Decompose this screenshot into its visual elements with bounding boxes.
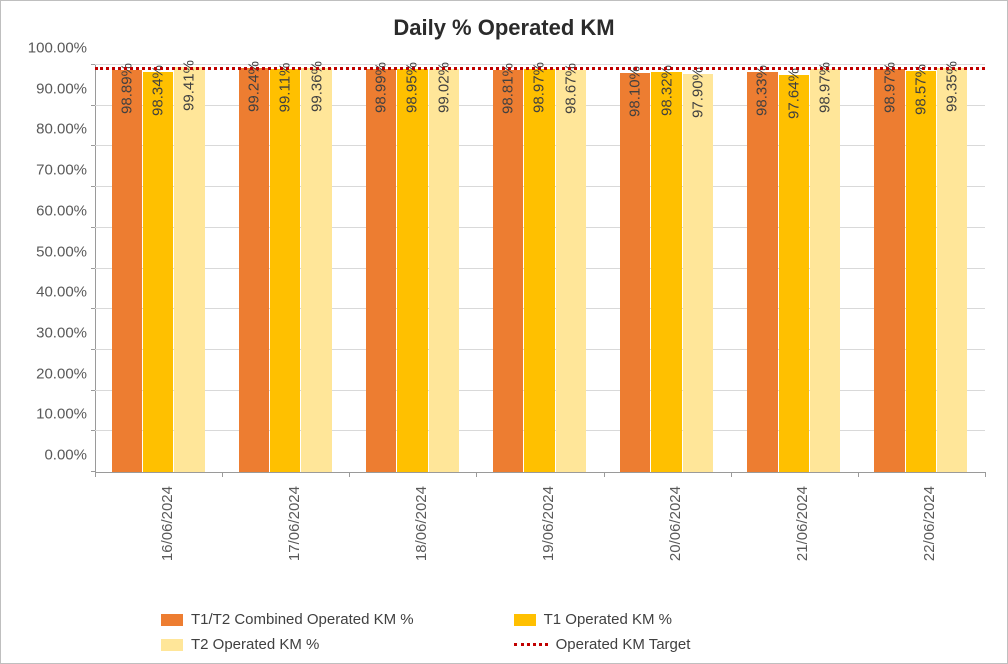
bar-value-label: 98.34% xyxy=(150,65,167,116)
category-group: 98.10%98.32%97.90% xyxy=(604,65,731,472)
category-group: 98.89%98.34%99.41% xyxy=(95,65,222,472)
bar-value-label: 98.67% xyxy=(562,63,579,114)
x-tick-mark xyxy=(476,472,477,477)
x-tick-label: 19/06/2024 xyxy=(540,486,557,561)
bar-value-label: 98.32% xyxy=(658,65,675,116)
legend-label: T1/T2 Combined Operated KM % xyxy=(191,611,414,628)
bar-value-label: 98.57% xyxy=(912,64,929,115)
bar-t1t2: 98.33% xyxy=(747,72,777,472)
y-tick-label: 10.00% xyxy=(0,406,95,423)
bar-t2: 99.35% xyxy=(937,68,967,472)
x-tick-label: 20/06/2024 xyxy=(667,486,684,561)
bar-t2: 99.36% xyxy=(301,68,331,472)
bar-t1: 98.95% xyxy=(397,69,427,472)
y-tick-label: 30.00% xyxy=(0,324,95,341)
bar-t2: 98.97% xyxy=(810,69,840,472)
bar-value-label: 98.33% xyxy=(754,65,771,116)
x-tick-label: 18/06/2024 xyxy=(413,486,430,561)
legend-line-swatch xyxy=(514,643,548,646)
legend-swatch xyxy=(161,614,183,626)
bar-t1: 98.57% xyxy=(906,71,936,472)
bar-t1t2: 98.89% xyxy=(112,70,142,472)
legend-item-t1t2: T1/T2 Combined Operated KM % xyxy=(161,611,414,628)
x-tick-label: 16/06/2024 xyxy=(159,486,176,561)
plot-inner: 0.00%10.00%20.00%30.00%40.00%50.00%60.00… xyxy=(95,65,985,473)
bar-value-label: 98.10% xyxy=(627,66,644,117)
category-group: 98.33%97.64%98.97% xyxy=(731,65,858,472)
bar-t1: 99.11% xyxy=(270,69,300,472)
legend-label: Operated KM Target xyxy=(556,636,691,653)
bar-t2: 99.02% xyxy=(429,69,459,472)
bar-t2: 99.41% xyxy=(174,67,204,472)
y-tick-label: 40.00% xyxy=(0,284,95,301)
y-tick-label: 60.00% xyxy=(0,202,95,219)
x-tick-mark xyxy=(222,472,223,477)
legend-item-t2: T2 Operated KM % xyxy=(161,636,414,653)
x-tick-mark xyxy=(731,472,732,477)
bar-t1t2: 98.10% xyxy=(620,73,650,472)
legend-item-target: Operated KM Target xyxy=(514,636,691,653)
bar-value-label: 98.81% xyxy=(500,63,517,114)
bar-t2: 98.67% xyxy=(556,70,586,472)
bar-t1t2: 98.99% xyxy=(366,69,396,472)
x-tick-mark xyxy=(349,472,350,477)
bar-value-label: 97.64% xyxy=(785,68,802,119)
legend: T1/T2 Combined Operated KM % T1 Operated … xyxy=(161,611,967,653)
x-tick-label: 22/06/2024 xyxy=(921,486,938,561)
bar-t1t2: 98.97% xyxy=(874,69,904,472)
category-group: 98.99%98.95%99.02% xyxy=(349,65,476,472)
y-tick-label: 80.00% xyxy=(0,121,95,138)
plot-area: 0.00%10.00%20.00%30.00%40.00%50.00%60.00… xyxy=(95,65,985,473)
bar-t1t2: 98.81% xyxy=(493,70,523,472)
x-tick-label: 17/06/2024 xyxy=(286,486,303,561)
bar-t1: 98.32% xyxy=(651,72,681,472)
category-group: 99.24%99.11%99.36% xyxy=(222,65,349,472)
x-tick-mark xyxy=(604,472,605,477)
chart-frame: Daily % Operated KM 0.00%10.00%20.00%30.… xyxy=(0,0,1008,664)
category-group: 98.97%98.57%99.35% xyxy=(858,65,985,472)
legend-swatch xyxy=(514,614,536,626)
target-line xyxy=(95,67,985,70)
legend-label: T1 Operated KM % xyxy=(544,611,672,628)
x-tick-mark xyxy=(985,472,986,477)
y-tick-label: 0.00% xyxy=(0,447,95,464)
bar-t1: 98.97% xyxy=(524,69,554,472)
y-tick-label: 70.00% xyxy=(0,162,95,179)
bar-value-label: 98.89% xyxy=(118,63,135,114)
y-tick-label: 90.00% xyxy=(0,80,95,97)
category-group: 98.81%98.97%98.67% xyxy=(476,65,603,472)
bar-t1: 97.64% xyxy=(779,75,809,472)
x-tick-label: 21/06/2024 xyxy=(794,486,811,561)
legend-label: T2 Operated KM % xyxy=(191,636,319,653)
legend-item-t1: T1 Operated KM % xyxy=(514,611,691,628)
chart-title: Daily % Operated KM xyxy=(1,1,1007,47)
y-tick-label: 20.00% xyxy=(0,365,95,382)
x-tick-mark xyxy=(95,472,96,477)
x-tick-mark xyxy=(858,472,859,477)
legend-swatch xyxy=(161,639,183,651)
y-tick-label: 50.00% xyxy=(0,243,95,260)
bar-value-label: 97.90% xyxy=(689,67,706,118)
y-tick-label: 100.00% xyxy=(0,40,95,57)
bar-t2: 97.90% xyxy=(683,74,713,472)
bar-t1: 98.34% xyxy=(143,72,173,472)
bar-t1t2: 99.24% xyxy=(239,68,269,472)
